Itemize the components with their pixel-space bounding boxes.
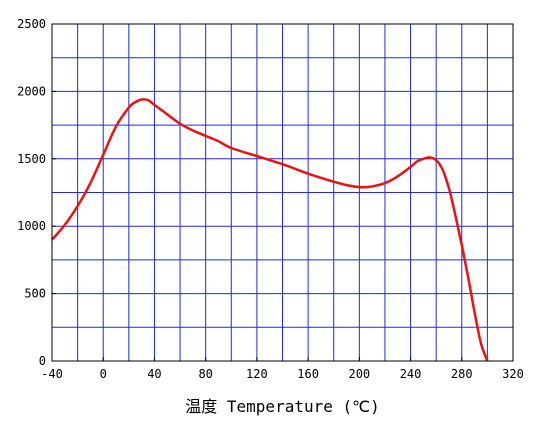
y-tick-label: 0 [39,354,46,368]
y-tick-label: 2500 [17,17,46,31]
y-tick-label: 1000 [17,219,46,233]
series-layer [51,98,489,362]
y-tick-labels: 0 500 1000 1500 2000 2500 [17,17,56,368]
x-axis-title: 温度 Temperature (℃) [185,397,379,416]
x-tick-label: 40 [147,367,161,381]
y-tick-label: 2000 [17,84,46,98]
x-tick-label: 120 [246,367,268,381]
x-tick-label: 200 [348,367,370,381]
x-tick-label: 320 [502,367,524,381]
x-tick-label: 80 [198,367,212,381]
series-line [51,98,489,362]
x-tick-label: 240 [400,367,422,381]
x-tick-label: 0 [100,367,107,381]
x-tick-label: -40 [41,367,63,381]
x-tick-label: 160 [297,367,319,381]
y-tick-label: 1500 [17,152,46,166]
plot-frame [51,23,514,362]
y-tick-label: 500 [24,287,46,301]
x-tick-label: 280 [451,367,473,381]
grid-lines [52,24,513,361]
x-tick-labels: -40 0 40 80 120 160 200 240 280 320 [41,357,524,381]
